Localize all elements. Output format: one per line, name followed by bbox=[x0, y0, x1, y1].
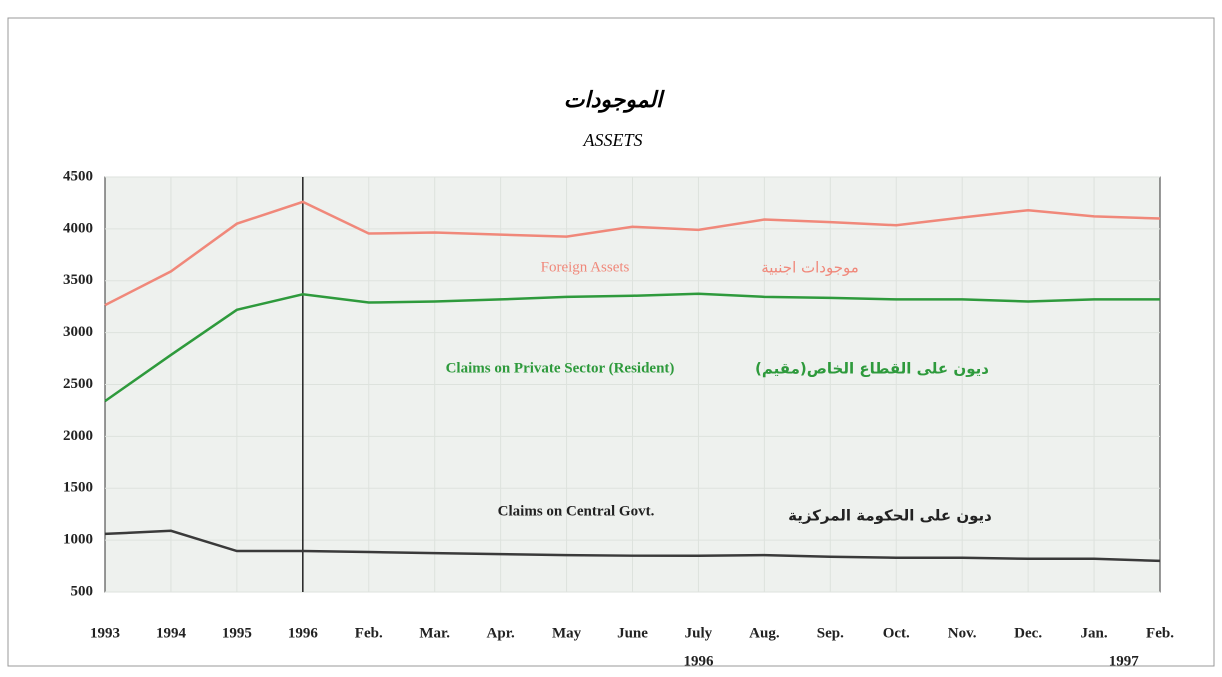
x-tick-label: Sep. bbox=[817, 625, 844, 641]
y-tick-label: 1500 bbox=[63, 480, 93, 496]
series-line bbox=[104, 529, 1161, 563]
x-tick-label: Feb. bbox=[355, 625, 383, 641]
x-tick-label: Oct. bbox=[883, 625, 910, 641]
x-tick-label: Aug. bbox=[749, 625, 780, 641]
x-tick-label: July bbox=[685, 625, 713, 641]
series-line bbox=[104, 200, 1161, 307]
y-tick-label: 4000 bbox=[63, 220, 93, 236]
y-tick-label: 4500 bbox=[63, 168, 93, 184]
chart-title: الموجودات bbox=[564, 87, 665, 113]
y-tick-label: 1000 bbox=[63, 532, 93, 548]
chart-subtitle: ASSETS bbox=[582, 130, 642, 150]
y-tick-label: 2500 bbox=[63, 376, 93, 392]
x-tick-label: Feb. bbox=[1146, 625, 1174, 641]
series-label-ar: ديون على القطاع الخاص(مقيم) bbox=[755, 360, 989, 378]
x-tick-label: May bbox=[552, 625, 582, 641]
y-tick-label: 500 bbox=[71, 583, 94, 599]
series-label: Foreign Assets bbox=[541, 259, 630, 275]
x-tick-label: Dec. bbox=[1014, 625, 1042, 641]
x-tick-label: Mar. bbox=[419, 625, 450, 641]
series-label: Claims on Central Govt. bbox=[498, 503, 655, 519]
y-tick-label: 2000 bbox=[63, 428, 93, 444]
x-tick-label: June bbox=[617, 625, 648, 641]
x-group-label: 1997 bbox=[1109, 653, 1140, 669]
x-tick-label: 1994 bbox=[156, 625, 187, 641]
x-tick-label: Nov. bbox=[948, 625, 977, 641]
y-tick-label: 3000 bbox=[63, 324, 93, 340]
x-group-label: 1996 bbox=[683, 653, 714, 669]
x-tick-label: 1996 bbox=[288, 625, 319, 641]
frame bbox=[7, 17, 1215, 667]
x-tick-label: Jan. bbox=[1081, 625, 1108, 641]
series-label: Claims on Private Sector (Resident) bbox=[446, 360, 675, 376]
x-tick-label: Apr. bbox=[487, 625, 515, 641]
series-line bbox=[104, 292, 1160, 403]
y-tick-label: 3500 bbox=[63, 272, 93, 288]
series-label-ar: ديون على الحكومة المركزية bbox=[788, 507, 992, 525]
x-tick-label: 1993 bbox=[90, 625, 120, 641]
x-tick-label: 1995 bbox=[222, 625, 252, 641]
series-label-ar: موجودات اجنبية bbox=[761, 259, 859, 277]
